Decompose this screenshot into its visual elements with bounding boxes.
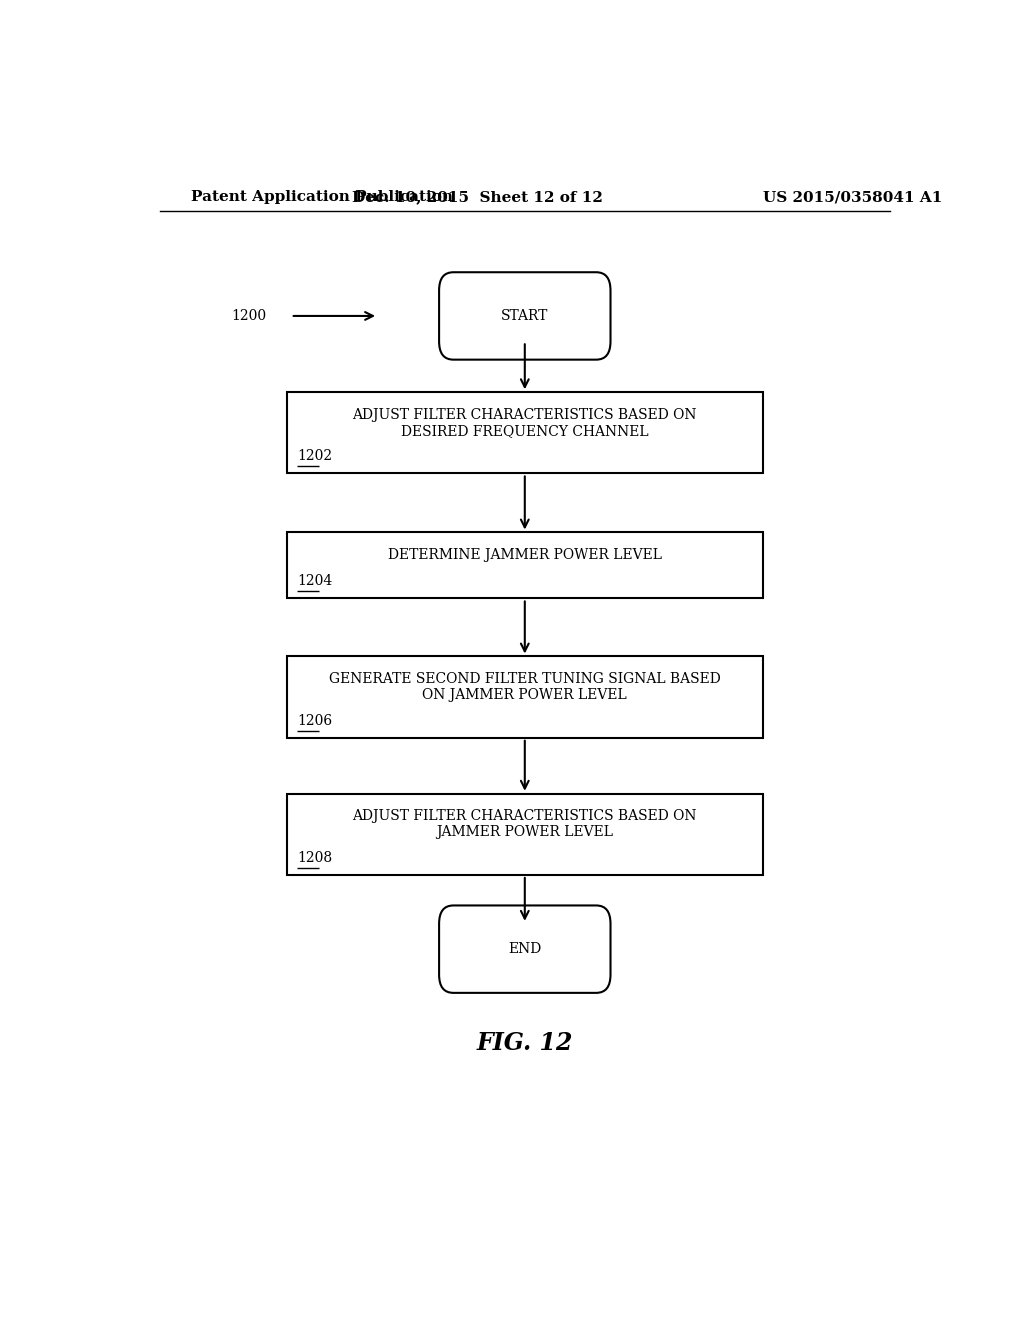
Text: FIG. 12: FIG. 12 — [476, 1031, 573, 1055]
FancyBboxPatch shape — [439, 906, 610, 993]
Text: 1206: 1206 — [297, 714, 332, 727]
FancyBboxPatch shape — [287, 532, 763, 598]
Text: 1208: 1208 — [297, 851, 332, 865]
FancyBboxPatch shape — [287, 793, 763, 875]
Text: Dec. 10, 2015  Sheet 12 of 12: Dec. 10, 2015 Sheet 12 of 12 — [352, 190, 602, 205]
FancyBboxPatch shape — [287, 392, 763, 474]
Text: GENERATE SECOND FILTER TUNING SIGNAL BASED
ON JAMMER POWER LEVEL: GENERATE SECOND FILTER TUNING SIGNAL BAS… — [329, 672, 721, 702]
Text: START: START — [501, 309, 549, 323]
FancyBboxPatch shape — [439, 272, 610, 359]
Text: 1200: 1200 — [231, 309, 267, 323]
FancyBboxPatch shape — [287, 656, 763, 738]
Text: DETERMINE JAMMER POWER LEVEL: DETERMINE JAMMER POWER LEVEL — [388, 548, 662, 562]
Text: US 2015/0358041 A1: US 2015/0358041 A1 — [763, 190, 942, 205]
Text: Patent Application Publication: Patent Application Publication — [191, 190, 454, 205]
Text: END: END — [508, 942, 542, 956]
Text: 1202: 1202 — [297, 449, 332, 463]
Text: ADJUST FILTER CHARACTERISTICS BASED ON
JAMMER POWER LEVEL: ADJUST FILTER CHARACTERISTICS BASED ON J… — [352, 809, 697, 840]
Text: 1204: 1204 — [297, 574, 332, 587]
Text: ADJUST FILTER CHARACTERISTICS BASED ON
DESIRED FREQUENCY CHANNEL: ADJUST FILTER CHARACTERISTICS BASED ON D… — [352, 408, 697, 438]
